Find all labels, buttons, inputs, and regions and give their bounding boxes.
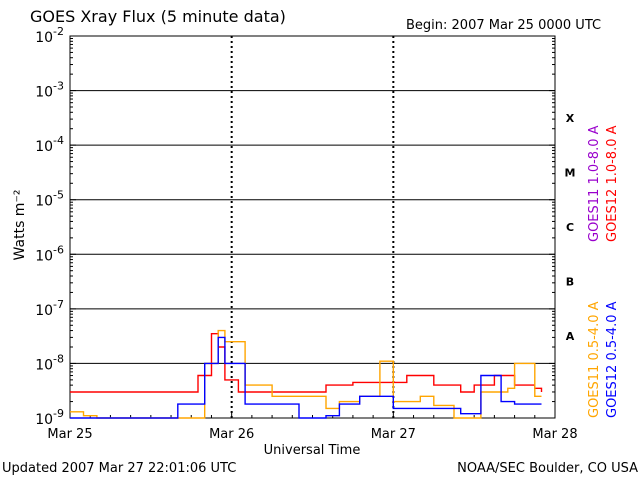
begin-label: Begin: 2007 Mar 25 0000 UTC (406, 18, 601, 33)
x-axis-label: Universal Time (264, 443, 361, 458)
y-tick-label: 10-4 (35, 134, 64, 155)
grid (70, 90, 555, 364)
legend-entry: GOES12 1.0-8.0 A (605, 125, 620, 242)
flare-class-label: A (566, 330, 575, 343)
flare-class-label: C (566, 221, 574, 234)
y-tick-label: 10-7 (35, 298, 64, 319)
y-axis-label: Watts m⁻² (12, 190, 28, 261)
flare-class-label: X (566, 112, 575, 125)
plot-frame (69, 35, 556, 419)
y-axis-ticks: 10-9 10-8 10-7 10-6 10-5 10-4 10-3 10-2 (35, 25, 555, 428)
series-line (70, 336, 542, 419)
series-line (70, 329, 542, 419)
flare-class-labels: A B C M X (565, 112, 576, 343)
y-tick-label: 10-3 (35, 80, 64, 101)
y-tick-label: 10-8 (35, 352, 64, 373)
y-tick-label: 10-9 (35, 407, 64, 428)
chart-title: GOES Xray Flux (5 minute data) (30, 7, 286, 26)
y-tick-label: 10-6 (35, 243, 64, 264)
x-tick-label: Mar 28 (532, 427, 577, 442)
flare-class-label: M (565, 166, 576, 179)
credit-label: NOAA/SEC Boulder, CO USA (457, 461, 638, 476)
legend-entry: GOES11 1.0-8.0 A (587, 125, 602, 242)
x-tick-label: Mar 25 (47, 427, 92, 442)
x-tick-label: Mar 26 (209, 427, 254, 442)
y-tick-label: 10-5 (35, 189, 64, 210)
x-tick-label: Mar 27 (371, 427, 416, 442)
y-tick-label: 10-2 (35, 25, 64, 46)
legend-entry: GOES12 0.5-4.0 A (605, 301, 620, 418)
series-lines (70, 329, 543, 419)
legend-entry: GOES11 0.5-4.0 A (587, 301, 602, 418)
series-line (70, 333, 543, 393)
updated-label: Updated 2007 Mar 27 22:01:06 UTC (2, 461, 236, 476)
x-axis-ticks: Mar 25 Mar 26 Mar 27 Mar 28 (47, 412, 578, 442)
day-dividers (230, 36, 395, 418)
legend: GOES11 1.0-8.0 A GOES12 1.0-8.0 A GOES11 0… (587, 125, 620, 418)
flare-class-label: B (566, 276, 574, 289)
